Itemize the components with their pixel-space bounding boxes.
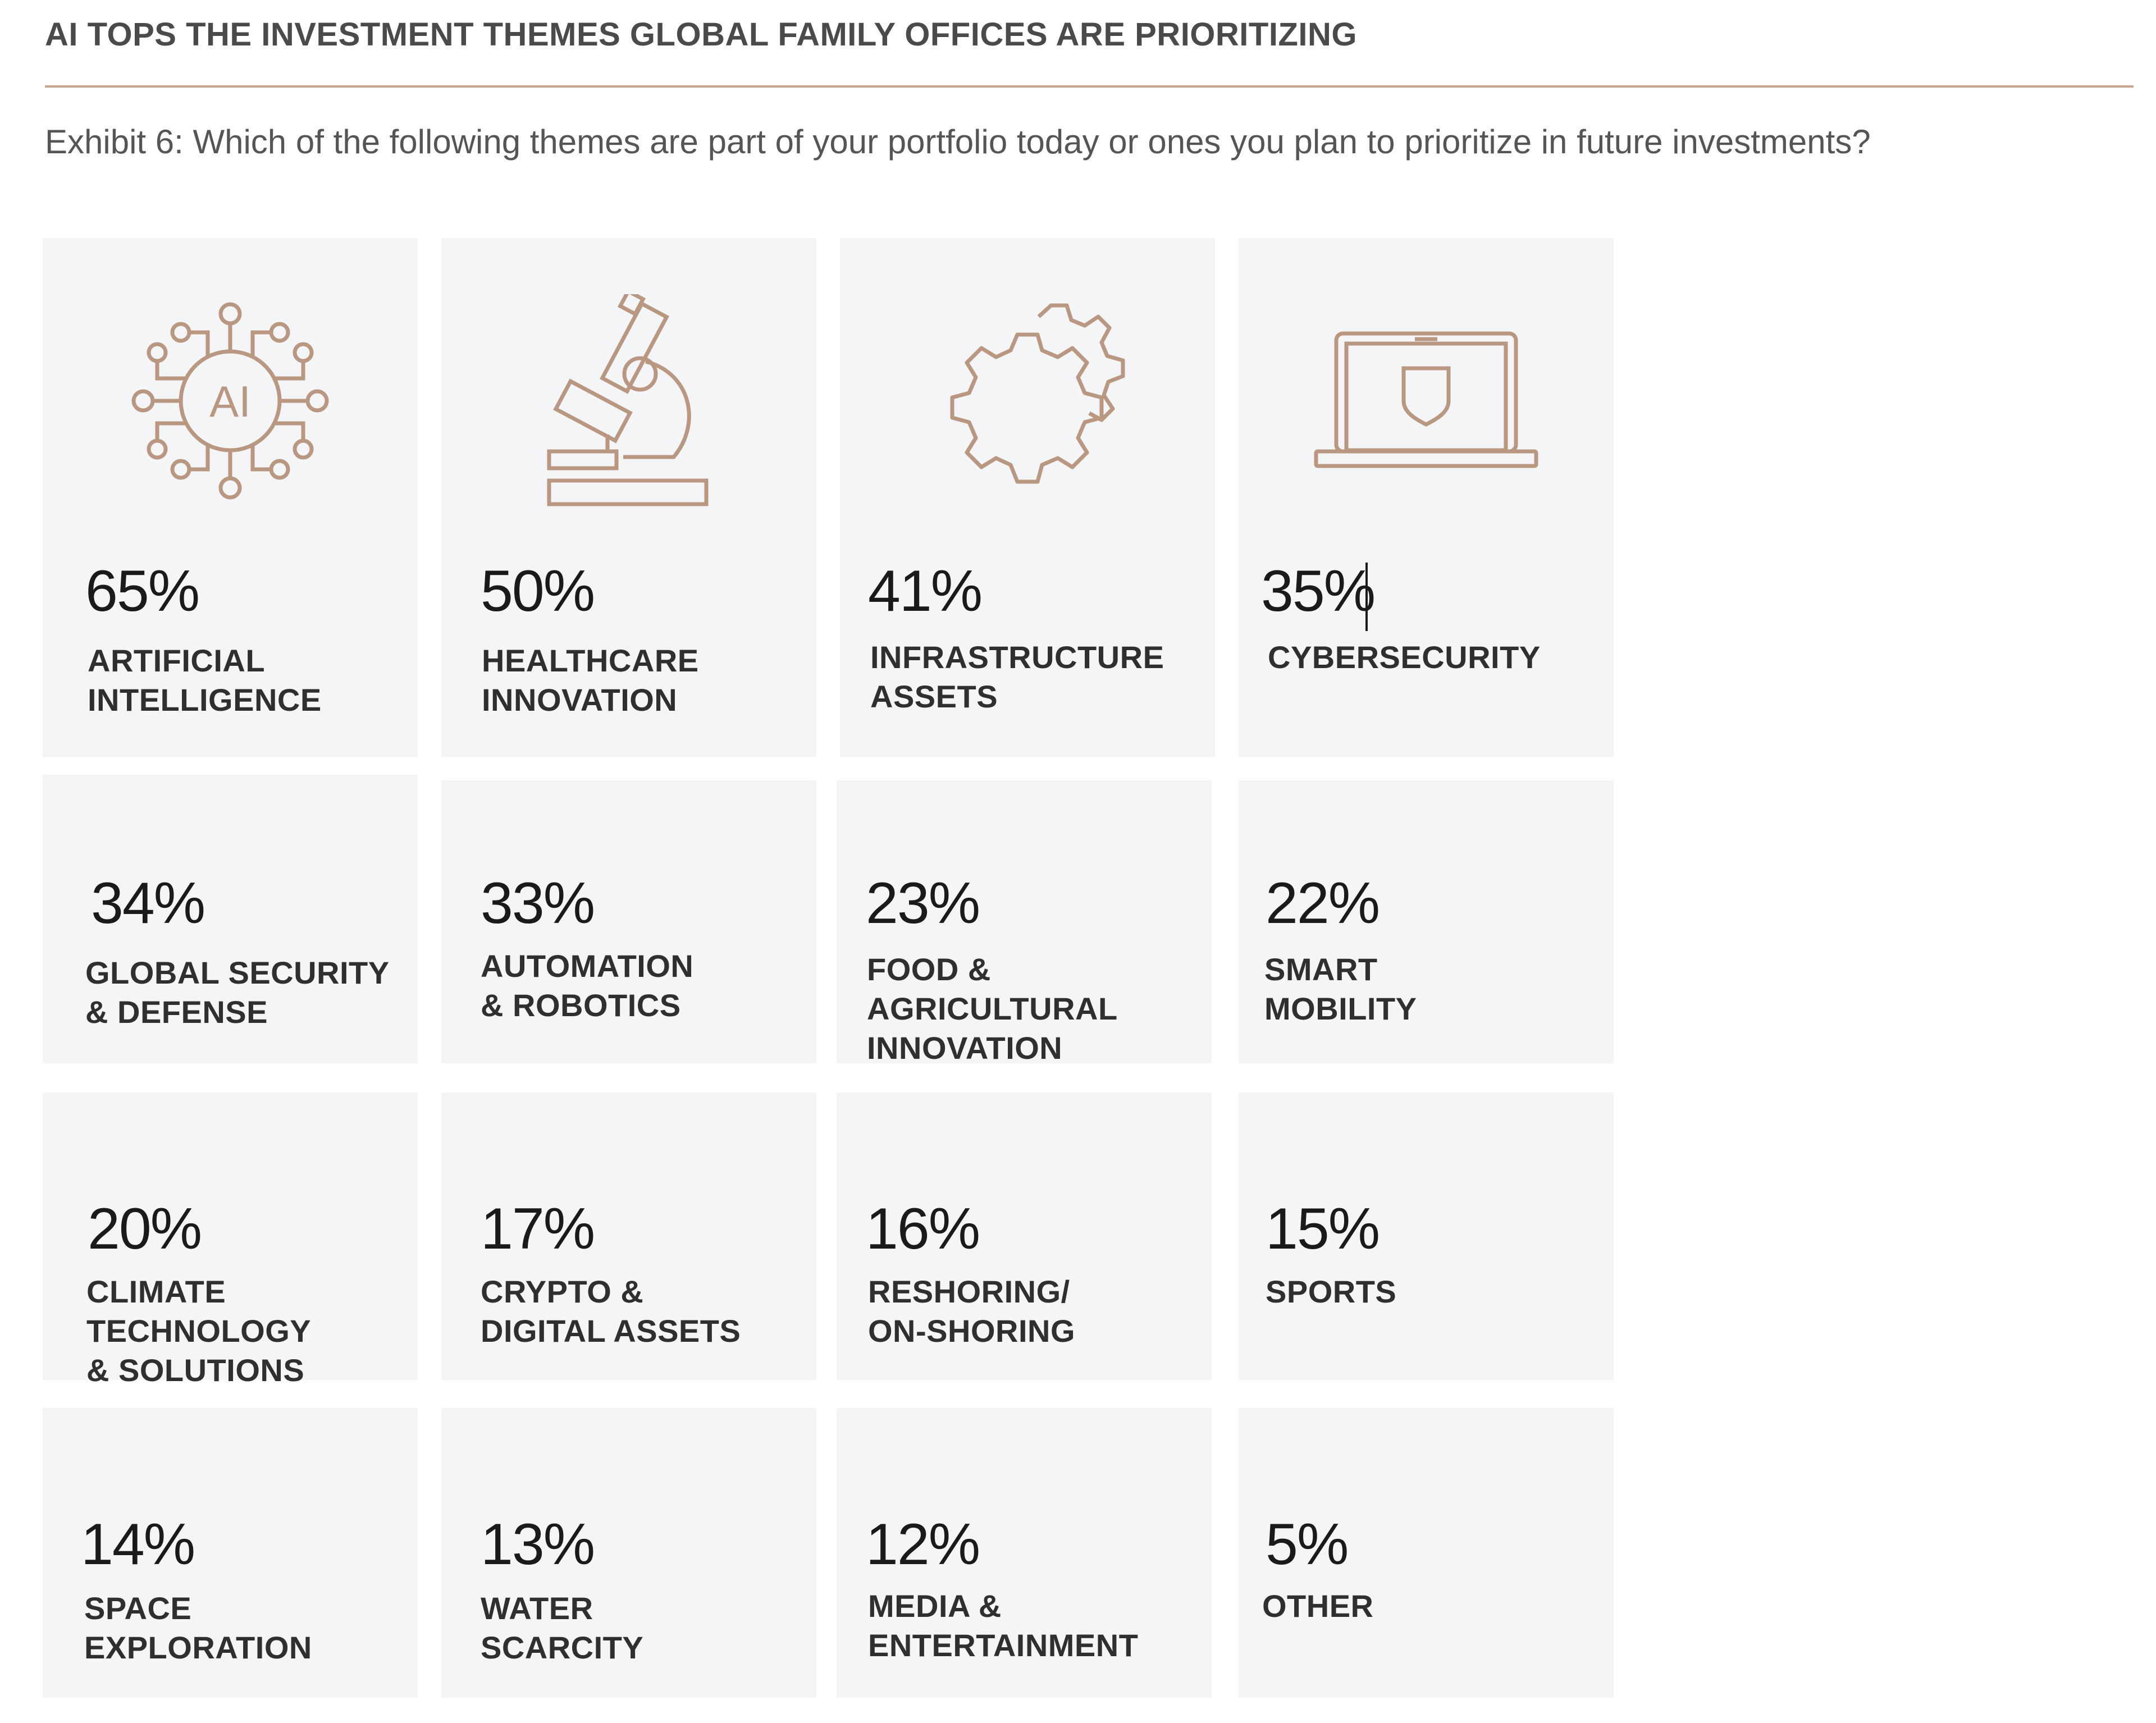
page-title: AI TOPS THE INVESTMENT THEMES GLOBAL FAM…	[45, 16, 1358, 53]
theme-tile: 14% SPACE EXPLORATION	[43, 1408, 418, 1698]
theme-percentage: 17%	[481, 1196, 595, 1262]
theme-percentage: 20%	[88, 1196, 202, 1262]
text-cursor	[1365, 563, 1368, 631]
theme-tile: 16% RESHORING/ ON-SHORING	[837, 1093, 1212, 1380]
exhibit-subtitle: Exhibit 6: Which of the following themes…	[45, 123, 1871, 161]
svg-text:AI: AI	[209, 377, 251, 426]
theme-percentage: 12%	[866, 1512, 980, 1577]
theme-tile: 17% CRYPTO & DIGITAL ASSETS	[441, 1093, 816, 1380]
theme-percentage: 22%	[1266, 871, 1380, 936]
theme-percentage: 5%	[1266, 1512, 1349, 1577]
gears-icon	[840, 289, 1215, 513]
theme-percentage: 33%	[481, 871, 595, 936]
theme-label: RESHORING/ ON-SHORING	[868, 1274, 1075, 1349]
theme-percentage: 34%	[91, 871, 205, 936]
theme-tile: 20% CLIMATE TECHNOLOGY & SOLUTIONS	[43, 1093, 418, 1388]
theme-label: GLOBAL SECURITY & DEFENSE	[85, 955, 390, 1030]
theme-label: MEDIA & ENTERTAINMENT	[868, 1588, 1139, 1663]
laptop-shield-icon	[1239, 289, 1614, 513]
theme-tile: 5% OTHER	[1239, 1408, 1614, 1698]
theme-percentage: 15%	[1266, 1196, 1380, 1262]
theme-label: CRYPTO & DIGITAL ASSETS	[481, 1274, 741, 1349]
theme-label: CYBERSECURITY	[1268, 639, 1541, 675]
theme-label: FOOD & AGRICULTURAL INNOVATION	[867, 952, 1118, 1066]
theme-label: HEALTHCARE INNOVATION	[482, 643, 699, 717]
theme-label: CLIMATE TECHNOLOGY & SOLUTIONS	[86, 1274, 312, 1388]
theme-label: SPORTS	[1266, 1274, 1397, 1309]
theme-tile: 41% INFRASTRUCTURE ASSETS	[840, 238, 1215, 757]
theme-label: OTHER	[1262, 1588, 1374, 1624]
theme-tile: 22% SMART MOBILITY	[1239, 780, 1614, 1063]
theme-tile: 35% CYBERSECURITY	[1239, 238, 1614, 757]
theme-tile: 33% AUTOMATION & ROBOTICS	[441, 780, 816, 1063]
ai-chip-icon: AI	[43, 289, 418, 513]
theme-percentage: 35%	[1261, 559, 1376, 624]
theme-tile: 12% MEDIA & ENTERTAINMENT	[837, 1408, 1212, 1698]
theme-percentage: 13%	[481, 1512, 595, 1577]
theme-label: AUTOMATION & ROBOTICS	[481, 948, 694, 1023]
theme-label: INFRASTRUCTURE ASSETS	[870, 639, 1164, 714]
theme-tile: 50% HEALTHCARE INNOVATION	[441, 238, 816, 757]
title-divider	[45, 85, 2134, 88]
theme-tile: 13% WATER SCARCITY	[441, 1408, 816, 1698]
theme-label: SPACE EXPLORATION	[84, 1591, 312, 1665]
theme-percentage: 65%	[85, 559, 200, 624]
theme-percentage: 16%	[866, 1196, 980, 1262]
theme-label: ARTIFICIAL INTELLIGENCE	[88, 643, 322, 717]
theme-label: WATER SCARCITY	[481, 1591, 644, 1665]
theme-percentage: 14%	[81, 1512, 195, 1577]
theme-tile: 15% SPORTS	[1239, 1093, 1614, 1380]
theme-percentage: 41%	[868, 559, 983, 624]
theme-tile: 23% FOOD & AGRICULTURAL INNOVATION	[837, 780, 1212, 1066]
theme-tile: AI 65% ARTIFICIAL INTELLIGENCE	[43, 238, 418, 757]
theme-percentage: 50%	[481, 559, 595, 624]
theme-label: SMART MOBILITY	[1264, 952, 1417, 1026]
theme-percentage: 23%	[866, 871, 980, 936]
microscope-icon	[441, 289, 816, 513]
theme-tile: 34% GLOBAL SECURITY & DEFENSE	[43, 775, 418, 1063]
